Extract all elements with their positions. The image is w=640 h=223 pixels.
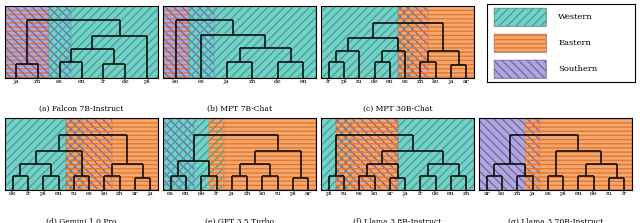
Bar xyxy=(494,34,546,52)
Bar xyxy=(397,118,474,190)
Bar xyxy=(321,6,413,78)
Bar xyxy=(189,6,316,78)
Bar xyxy=(494,60,546,78)
Text: (b) MPT 7B-Chat: (b) MPT 7B-Chat xyxy=(207,105,272,113)
Bar xyxy=(336,118,397,190)
Bar xyxy=(66,118,112,190)
Bar xyxy=(163,118,224,190)
Text: Southern: Southern xyxy=(558,65,597,73)
Bar xyxy=(49,6,158,78)
Bar xyxy=(5,6,49,78)
Bar xyxy=(494,60,546,78)
Bar xyxy=(336,118,397,190)
Bar xyxy=(397,6,428,78)
Bar xyxy=(5,6,49,78)
Bar xyxy=(494,8,546,26)
Bar xyxy=(163,6,214,78)
Text: Western: Western xyxy=(558,13,593,21)
Bar xyxy=(163,6,214,78)
Bar xyxy=(163,118,193,190)
Bar xyxy=(163,6,189,78)
Text: (f) Llama 3 8B-Instruct: (f) Llama 3 8B-Instruct xyxy=(353,218,442,223)
Text: (a) Falcon 7B-Instruct: (a) Falcon 7B-Instruct xyxy=(39,105,124,113)
Bar xyxy=(397,6,428,78)
Bar xyxy=(397,6,474,78)
Text: (c) MPT 30B-Chat: (c) MPT 30B-Chat xyxy=(363,105,432,113)
Text: (g) Llama 3 70B-Instruct: (g) Llama 3 70B-Instruct xyxy=(508,218,603,223)
Bar xyxy=(494,34,546,52)
Bar xyxy=(479,118,540,190)
Bar xyxy=(321,118,351,190)
Text: (e) GPT 3.5 Turbo: (e) GPT 3.5 Turbo xyxy=(205,218,274,223)
Bar xyxy=(66,118,112,190)
Bar xyxy=(163,118,224,190)
Bar xyxy=(336,118,397,190)
Bar xyxy=(189,6,316,78)
Bar xyxy=(525,118,632,190)
Bar xyxy=(397,6,474,78)
Bar xyxy=(49,6,158,78)
Bar xyxy=(5,118,81,190)
Bar xyxy=(209,118,316,190)
Bar xyxy=(66,118,158,190)
Bar xyxy=(321,6,413,78)
Bar xyxy=(163,118,193,190)
Bar xyxy=(336,118,397,190)
Bar xyxy=(66,118,158,190)
Bar xyxy=(5,6,70,78)
Bar xyxy=(525,118,632,190)
Text: Eastern: Eastern xyxy=(558,39,591,47)
Bar xyxy=(321,118,351,190)
Bar xyxy=(5,6,70,78)
Bar xyxy=(479,118,540,190)
Bar xyxy=(494,8,546,26)
Bar xyxy=(5,118,81,190)
Bar xyxy=(209,118,316,190)
Text: (d) Gemini 1.0 Pro: (d) Gemini 1.0 Pro xyxy=(46,218,116,223)
Bar xyxy=(397,118,474,190)
Bar xyxy=(163,6,189,78)
